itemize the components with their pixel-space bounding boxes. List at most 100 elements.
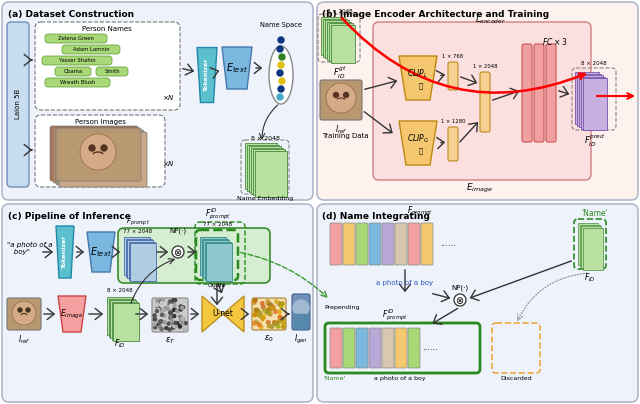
Text: 8 × 2048: 8 × 2048 xyxy=(581,61,607,66)
Polygon shape xyxy=(399,121,437,165)
Text: Tokenizer: Tokenizer xyxy=(205,58,209,92)
Polygon shape xyxy=(202,296,244,332)
Text: 1 × 2048: 1 × 2048 xyxy=(473,64,497,69)
Circle shape xyxy=(89,145,95,151)
Circle shape xyxy=(277,46,283,52)
Text: Yasser Shahin: Yasser Shahin xyxy=(59,58,95,63)
Circle shape xyxy=(101,145,107,151)
Circle shape xyxy=(293,300,309,316)
Circle shape xyxy=(275,300,278,303)
FancyBboxPatch shape xyxy=(35,115,165,187)
Bar xyxy=(583,78,607,130)
Text: Laion 5B: Laion 5B xyxy=(15,89,21,119)
Text: $F_{prompt}^{ID}$: $F_{prompt}^{ID}$ xyxy=(382,307,408,323)
Bar xyxy=(111,301,138,339)
Bar xyxy=(325,20,349,58)
Circle shape xyxy=(174,321,177,324)
Circle shape xyxy=(266,300,269,303)
FancyBboxPatch shape xyxy=(320,80,362,120)
Text: Adam Lamnin: Adam Lamnin xyxy=(73,47,109,52)
Circle shape xyxy=(282,321,285,325)
Circle shape xyxy=(173,325,176,328)
Text: Zelena Green: Zelena Green xyxy=(58,36,94,41)
FancyBboxPatch shape xyxy=(448,62,458,90)
Text: 1 × 1280: 1 × 1280 xyxy=(441,119,465,124)
Circle shape xyxy=(179,324,182,327)
FancyBboxPatch shape xyxy=(118,228,270,283)
FancyBboxPatch shape xyxy=(317,2,638,200)
Circle shape xyxy=(164,307,167,310)
Text: $F_{ID}^{pred}$: $F_{ID}^{pred}$ xyxy=(584,133,605,149)
Bar xyxy=(575,72,599,124)
Circle shape xyxy=(159,325,161,328)
Text: Person Names: Person Names xyxy=(82,26,132,32)
Circle shape xyxy=(169,311,172,314)
Circle shape xyxy=(157,322,160,326)
Circle shape xyxy=(279,78,285,84)
Bar xyxy=(245,143,277,189)
Circle shape xyxy=(278,37,284,43)
Text: $CLIP_G$: $CLIP_G$ xyxy=(407,133,429,145)
Circle shape xyxy=(169,316,172,319)
Circle shape xyxy=(268,307,272,311)
Circle shape xyxy=(256,313,260,316)
Circle shape xyxy=(262,315,266,318)
Circle shape xyxy=(253,299,257,302)
FancyBboxPatch shape xyxy=(369,223,381,265)
Circle shape xyxy=(265,310,268,314)
Circle shape xyxy=(173,299,177,302)
Polygon shape xyxy=(399,56,437,100)
FancyBboxPatch shape xyxy=(382,223,394,265)
Circle shape xyxy=(281,317,284,321)
FancyBboxPatch shape xyxy=(56,130,144,185)
Circle shape xyxy=(159,300,162,303)
Text: $I_{ref}$: $I_{ref}$ xyxy=(18,333,30,345)
FancyBboxPatch shape xyxy=(408,223,420,265)
Circle shape xyxy=(173,325,176,328)
FancyBboxPatch shape xyxy=(62,45,120,54)
Circle shape xyxy=(277,320,281,323)
Circle shape xyxy=(156,305,159,308)
Bar xyxy=(329,23,353,61)
Text: (d) Name Integrating: (d) Name Integrating xyxy=(322,212,430,221)
Circle shape xyxy=(268,324,271,328)
Circle shape xyxy=(268,311,271,315)
Circle shape xyxy=(163,314,166,317)
Circle shape xyxy=(182,306,184,309)
Bar xyxy=(110,300,136,338)
FancyBboxPatch shape xyxy=(480,72,490,132)
Bar xyxy=(205,242,230,280)
Bar xyxy=(581,76,605,128)
Bar xyxy=(113,303,139,341)
Circle shape xyxy=(170,322,173,325)
Circle shape xyxy=(156,320,159,323)
Circle shape xyxy=(252,301,256,304)
Circle shape xyxy=(164,328,167,330)
Text: a photo of a boy: a photo of a boy xyxy=(374,376,426,381)
Circle shape xyxy=(253,322,256,325)
Circle shape xyxy=(253,313,257,317)
FancyBboxPatch shape xyxy=(96,67,128,76)
Circle shape xyxy=(179,315,182,318)
FancyBboxPatch shape xyxy=(252,298,286,330)
Circle shape xyxy=(260,301,264,305)
Bar xyxy=(327,21,351,59)
Circle shape xyxy=(266,311,269,314)
Circle shape xyxy=(183,328,186,330)
Bar xyxy=(127,240,153,278)
Bar xyxy=(321,17,345,55)
Bar xyxy=(124,237,150,275)
Circle shape xyxy=(179,305,182,308)
Bar xyxy=(323,19,347,57)
Circle shape xyxy=(254,308,258,312)
Text: $\times N$: $\times N$ xyxy=(162,158,175,168)
Circle shape xyxy=(154,324,157,328)
Text: $\otimes$: $\otimes$ xyxy=(456,295,465,305)
Circle shape xyxy=(263,309,266,312)
Bar xyxy=(579,225,600,267)
Circle shape xyxy=(166,307,170,310)
FancyBboxPatch shape xyxy=(330,328,342,368)
Circle shape xyxy=(163,321,166,324)
Circle shape xyxy=(160,328,163,331)
FancyBboxPatch shape xyxy=(330,223,342,265)
